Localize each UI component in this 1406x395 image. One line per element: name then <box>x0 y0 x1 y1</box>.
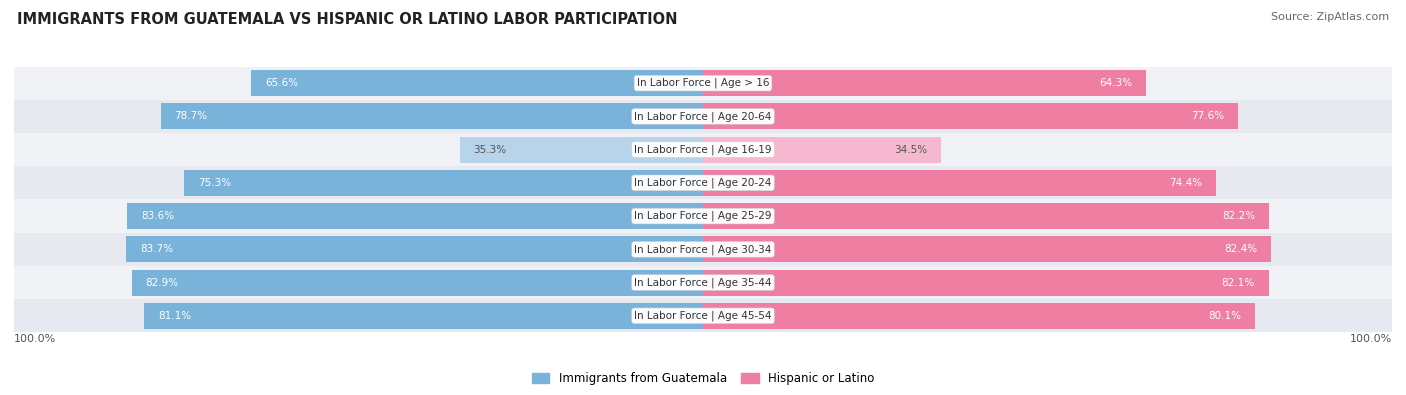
Bar <box>127 203 703 229</box>
Bar <box>703 203 1270 229</box>
Text: 64.3%: 64.3% <box>1099 78 1132 88</box>
Text: In Labor Force | Age 16-19: In Labor Force | Age 16-19 <box>634 144 772 155</box>
Bar <box>14 166 1392 199</box>
Bar <box>14 66 1392 100</box>
Text: In Labor Force | Age 45-54: In Labor Force | Age 45-54 <box>634 310 772 321</box>
Bar <box>14 100 1392 133</box>
Bar <box>127 236 703 262</box>
Bar <box>14 299 1392 333</box>
Bar <box>14 266 1392 299</box>
Text: 83.7%: 83.7% <box>141 245 173 254</box>
Bar <box>132 270 703 295</box>
Bar <box>703 270 1268 295</box>
Text: 80.1%: 80.1% <box>1208 311 1241 321</box>
Bar <box>252 70 703 96</box>
Text: 75.3%: 75.3% <box>198 178 231 188</box>
Text: 82.4%: 82.4% <box>1223 245 1257 254</box>
Text: In Labor Force | Age 25-29: In Labor Force | Age 25-29 <box>634 211 772 221</box>
Bar <box>14 233 1392 266</box>
Bar <box>703 236 1271 262</box>
Text: 82.9%: 82.9% <box>146 278 179 288</box>
Bar <box>184 170 703 196</box>
Text: 82.2%: 82.2% <box>1222 211 1256 221</box>
Bar <box>145 303 703 329</box>
Text: 35.3%: 35.3% <box>474 145 506 154</box>
Text: 81.1%: 81.1% <box>157 311 191 321</box>
Bar <box>703 170 1216 196</box>
Text: 34.5%: 34.5% <box>894 145 927 154</box>
Text: IMMIGRANTS FROM GUATEMALA VS HISPANIC OR LATINO LABOR PARTICIPATION: IMMIGRANTS FROM GUATEMALA VS HISPANIC OR… <box>17 12 678 27</box>
Text: Source: ZipAtlas.com: Source: ZipAtlas.com <box>1271 12 1389 22</box>
Text: In Labor Force | Age 20-24: In Labor Force | Age 20-24 <box>634 178 772 188</box>
Text: In Labor Force | Age 35-44: In Labor Force | Age 35-44 <box>634 277 772 288</box>
Text: 100.0%: 100.0% <box>14 334 56 344</box>
Text: 77.6%: 77.6% <box>1191 111 1223 121</box>
Text: In Labor Force | Age > 16: In Labor Force | Age > 16 <box>637 78 769 88</box>
Text: 83.6%: 83.6% <box>141 211 174 221</box>
Text: 65.6%: 65.6% <box>264 78 298 88</box>
Text: 82.1%: 82.1% <box>1222 278 1254 288</box>
Bar <box>703 103 1237 129</box>
Text: In Labor Force | Age 20-64: In Labor Force | Age 20-64 <box>634 111 772 122</box>
Bar <box>160 103 703 129</box>
Bar <box>14 133 1392 166</box>
Legend: Immigrants from Guatemala, Hispanic or Latino: Immigrants from Guatemala, Hispanic or L… <box>527 367 879 390</box>
Text: 78.7%: 78.7% <box>174 111 208 121</box>
Text: 74.4%: 74.4% <box>1168 178 1202 188</box>
Bar <box>703 303 1254 329</box>
Text: In Labor Force | Age 30-34: In Labor Force | Age 30-34 <box>634 244 772 255</box>
Bar <box>703 70 1146 96</box>
Bar <box>14 199 1392 233</box>
Bar <box>460 137 703 163</box>
Bar <box>703 137 941 163</box>
Text: 100.0%: 100.0% <box>1350 334 1392 344</box>
